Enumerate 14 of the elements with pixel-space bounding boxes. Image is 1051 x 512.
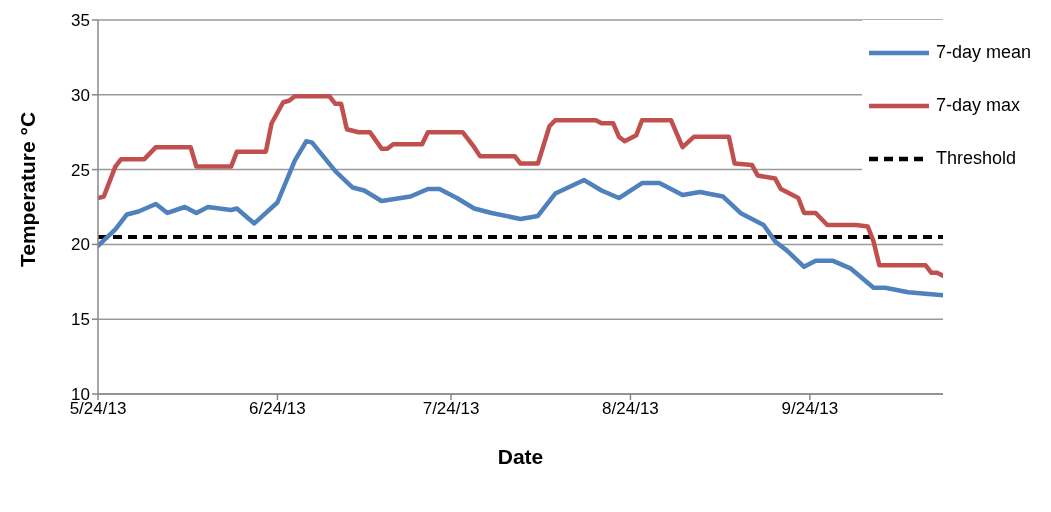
y-tick-label: 20 xyxy=(71,235,90,255)
y-tick-label: 30 xyxy=(71,85,90,105)
y-axis-title: Temperature °C xyxy=(16,111,40,267)
x-tick-label: 7/24/13 xyxy=(422,399,480,419)
y-tick-label: 15 xyxy=(71,310,90,330)
legend-label: Threshold xyxy=(935,148,1016,169)
x-tick-label: 9/24/13 xyxy=(781,399,839,419)
x-tick-label: 8/24/13 xyxy=(602,399,659,419)
x-tick-label: 6/24/13 xyxy=(249,399,306,419)
x-axis-title: Date xyxy=(497,445,544,468)
y-tick-label: 25 xyxy=(71,160,90,180)
legend-label: 7-day max xyxy=(935,95,1020,116)
y-tick-label: 35 xyxy=(71,11,90,31)
legend-label: 7-day mean xyxy=(935,42,1031,63)
